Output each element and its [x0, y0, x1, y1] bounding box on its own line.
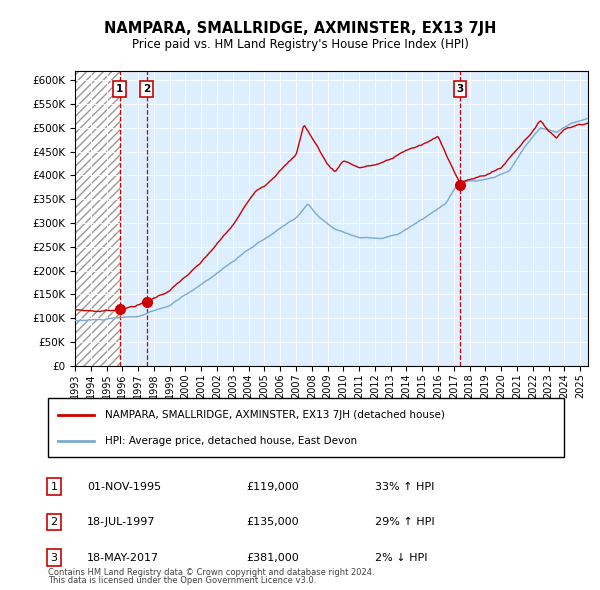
Text: 2: 2 — [143, 84, 151, 94]
FancyBboxPatch shape — [48, 398, 564, 457]
Text: 2% ↓ HPI: 2% ↓ HPI — [375, 553, 427, 562]
Text: 1: 1 — [50, 482, 58, 491]
Text: 1: 1 — [116, 84, 124, 94]
Text: This data is licensed under the Open Government Licence v3.0.: This data is licensed under the Open Gov… — [48, 576, 316, 585]
Text: HPI: Average price, detached house, East Devon: HPI: Average price, detached house, East… — [105, 436, 357, 445]
Text: 33% ↑ HPI: 33% ↑ HPI — [375, 482, 434, 491]
Text: 3: 3 — [456, 84, 463, 94]
Text: 18-JUL-1997: 18-JUL-1997 — [87, 517, 155, 527]
Text: NAMPARA, SMALLRIDGE, AXMINSTER, EX13 7JH (detached house): NAMPARA, SMALLRIDGE, AXMINSTER, EX13 7JH… — [105, 410, 445, 419]
Text: 18-MAY-2017: 18-MAY-2017 — [87, 553, 159, 562]
Text: Contains HM Land Registry data © Crown copyright and database right 2024.: Contains HM Land Registry data © Crown c… — [48, 568, 374, 577]
Text: 01-NOV-1995: 01-NOV-1995 — [87, 482, 161, 491]
Text: 2: 2 — [50, 517, 58, 527]
Text: £135,000: £135,000 — [246, 517, 299, 527]
Text: £119,000: £119,000 — [246, 482, 299, 491]
Text: Price paid vs. HM Land Registry's House Price Index (HPI): Price paid vs. HM Land Registry's House … — [131, 38, 469, 51]
Text: 29% ↑ HPI: 29% ↑ HPI — [375, 517, 434, 527]
Text: NAMPARA, SMALLRIDGE, AXMINSTER, EX13 7JH: NAMPARA, SMALLRIDGE, AXMINSTER, EX13 7JH — [104, 21, 496, 35]
Text: £381,000: £381,000 — [246, 553, 299, 562]
Text: 3: 3 — [50, 553, 58, 562]
Bar — [75, 71, 120, 366]
